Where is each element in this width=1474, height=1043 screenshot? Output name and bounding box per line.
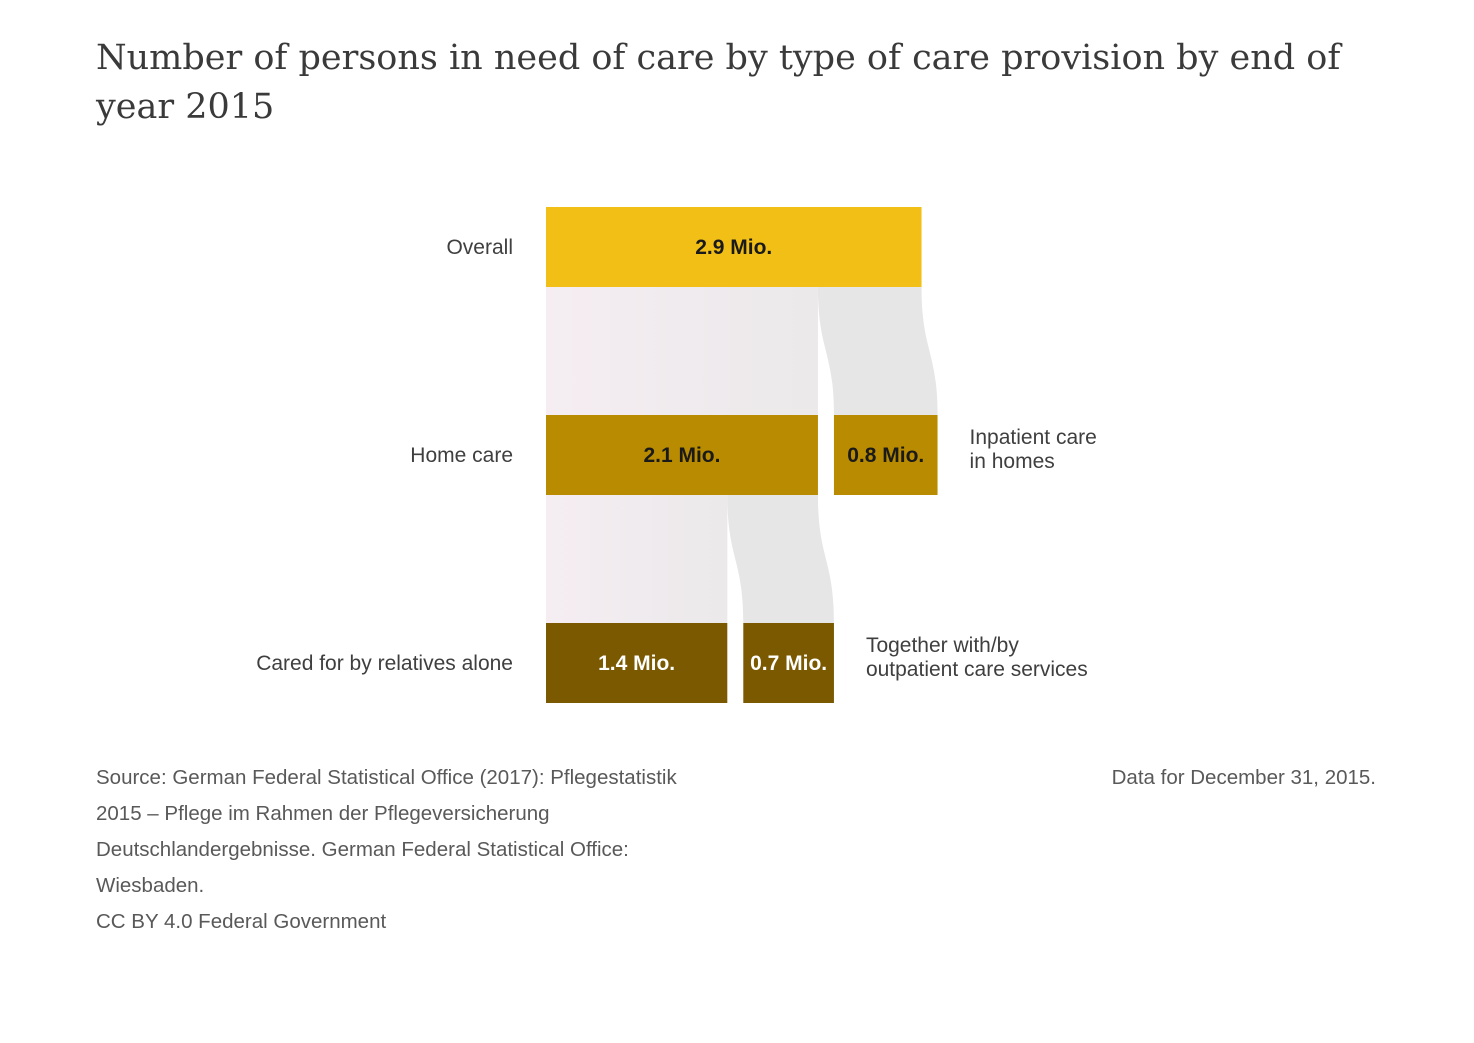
bar-value-label: 2.9 Mio. (695, 236, 772, 259)
flow-3 (727, 495, 834, 623)
bar (546, 207, 922, 287)
bar (833, 415, 938, 495)
bar (546, 415, 818, 495)
side-label-line: Inpatient care (970, 426, 1097, 449)
source-line: Wiesbaden. (96, 874, 205, 897)
bar (743, 623, 834, 703)
row-label: Overall (446, 236, 513, 259)
side-label: Inpatient care in homes (970, 426, 1097, 473)
side-label-line: outpatient care services (866, 658, 1088, 681)
flow-0 (546, 287, 818, 415)
source-line: Deutschlandergebnisse. German Federal St… (96, 838, 629, 861)
source-note: Source: German Federal Statistical Offic… (96, 760, 736, 940)
bar-value-label: 2.1 Mio. (643, 444, 720, 467)
row-label: Home care (410, 444, 513, 467)
labels-layer: Overall 2.9 Mio. Home care 2.1 Mio. 0.8 Mio.… (256, 236, 1097, 681)
flow-2 (546, 495, 728, 623)
flow-1 (817, 287, 938, 415)
flows-layer (546, 287, 938, 623)
bar (546, 623, 728, 703)
side-label-line: in homes (970, 450, 1055, 473)
bars-layer (546, 207, 938, 703)
bar-value-label: 1.4 Mio. (598, 652, 675, 675)
bar-value-label: 0.8 Mio. (847, 444, 924, 467)
row-label: Cared for by relatives alone (256, 652, 513, 675)
date-note: Data for December 31, 2015. (1111, 766, 1376, 789)
chart-title: Number of persons in need of care by typ… (96, 38, 1341, 127)
side-label-line: Together with/by (866, 634, 1019, 657)
license-line: CC BY 4.0 Federal Government (96, 910, 387, 933)
side-label: Together with/by outpatient care services (866, 634, 1088, 681)
source-line: Source: German Federal Statistical Offic… (96, 766, 677, 789)
bar-value-label: 0.7 Mio. (750, 652, 827, 675)
source-line: 2015 – Pflege im Rahmen der Pflegeversic… (96, 802, 550, 825)
